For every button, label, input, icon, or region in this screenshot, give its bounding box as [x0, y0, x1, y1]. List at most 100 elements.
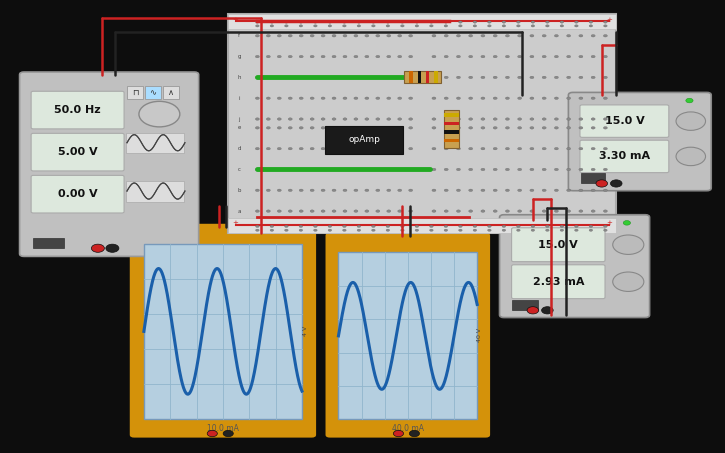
- Circle shape: [270, 229, 273, 231]
- Circle shape: [603, 76, 608, 79]
- Circle shape: [468, 168, 473, 171]
- Text: e: e: [238, 125, 241, 130]
- Circle shape: [299, 229, 303, 231]
- Circle shape: [321, 34, 325, 37]
- Circle shape: [332, 189, 336, 192]
- Circle shape: [531, 229, 535, 231]
- Text: opAmp: opAmp: [348, 135, 380, 145]
- Circle shape: [432, 126, 436, 129]
- Circle shape: [266, 210, 270, 212]
- Circle shape: [505, 55, 510, 58]
- Circle shape: [255, 118, 260, 120]
- Text: g: g: [238, 54, 241, 59]
- Circle shape: [502, 21, 506, 23]
- Circle shape: [432, 210, 436, 212]
- Circle shape: [555, 168, 558, 171]
- Circle shape: [468, 147, 473, 150]
- Circle shape: [343, 76, 347, 79]
- Circle shape: [328, 21, 331, 23]
- Circle shape: [468, 55, 473, 58]
- Circle shape: [432, 55, 436, 58]
- Circle shape: [603, 97, 608, 100]
- Circle shape: [255, 189, 260, 192]
- Circle shape: [332, 147, 336, 150]
- Circle shape: [277, 210, 281, 212]
- Text: h: h: [238, 75, 241, 80]
- Circle shape: [310, 126, 314, 129]
- Bar: [125, 133, 184, 154]
- Circle shape: [255, 76, 260, 79]
- Circle shape: [310, 55, 314, 58]
- Circle shape: [313, 225, 317, 227]
- Circle shape: [493, 168, 497, 171]
- Circle shape: [603, 229, 607, 231]
- Circle shape: [429, 25, 433, 27]
- Circle shape: [555, 126, 558, 129]
- Bar: [513, 300, 538, 310]
- FancyBboxPatch shape: [130, 224, 316, 438]
- Circle shape: [481, 147, 485, 150]
- Circle shape: [624, 221, 631, 225]
- Circle shape: [409, 118, 413, 120]
- Circle shape: [332, 97, 336, 100]
- Circle shape: [398, 189, 402, 192]
- Circle shape: [354, 118, 358, 120]
- Circle shape: [545, 21, 550, 23]
- Bar: [163, 87, 179, 99]
- Circle shape: [676, 147, 705, 166]
- Circle shape: [473, 25, 477, 27]
- Circle shape: [444, 21, 447, 23]
- Circle shape: [596, 180, 608, 187]
- Circle shape: [386, 21, 390, 23]
- Circle shape: [354, 189, 358, 192]
- Circle shape: [481, 168, 485, 171]
- Circle shape: [365, 168, 369, 171]
- Circle shape: [542, 76, 546, 79]
- Circle shape: [342, 21, 347, 23]
- Circle shape: [432, 189, 436, 192]
- Circle shape: [409, 97, 413, 100]
- Circle shape: [516, 225, 521, 227]
- Circle shape: [299, 118, 303, 120]
- Circle shape: [299, 168, 303, 171]
- Circle shape: [415, 225, 418, 227]
- Circle shape: [567, 34, 571, 37]
- Circle shape: [555, 55, 558, 58]
- Circle shape: [555, 210, 558, 212]
- Circle shape: [313, 21, 317, 23]
- Circle shape: [603, 25, 607, 27]
- Circle shape: [530, 210, 534, 212]
- Circle shape: [386, 168, 391, 171]
- Circle shape: [386, 76, 391, 79]
- Circle shape: [518, 34, 522, 37]
- Bar: [125, 181, 184, 202]
- Circle shape: [284, 21, 288, 23]
- Circle shape: [487, 225, 492, 227]
- Circle shape: [531, 225, 535, 227]
- Circle shape: [289, 76, 292, 79]
- Circle shape: [409, 55, 413, 58]
- Text: 4 V: 4 V: [304, 326, 308, 336]
- Circle shape: [591, 126, 595, 129]
- Circle shape: [386, 147, 391, 150]
- Circle shape: [332, 118, 336, 120]
- Text: 10.0 mA: 10.0 mA: [207, 424, 239, 433]
- Circle shape: [343, 147, 347, 150]
- Circle shape: [567, 126, 571, 129]
- Bar: [444, 113, 459, 116]
- Circle shape: [354, 97, 358, 100]
- Circle shape: [457, 126, 460, 129]
- Circle shape: [207, 430, 218, 437]
- Circle shape: [516, 25, 521, 27]
- Circle shape: [542, 189, 546, 192]
- Circle shape: [398, 210, 402, 212]
- Circle shape: [613, 235, 644, 255]
- FancyBboxPatch shape: [512, 228, 605, 262]
- Circle shape: [493, 126, 497, 129]
- Circle shape: [458, 25, 463, 27]
- Circle shape: [458, 21, 463, 23]
- Circle shape: [398, 76, 402, 79]
- Circle shape: [386, 126, 391, 129]
- Circle shape: [289, 126, 292, 129]
- Bar: [418, 72, 421, 83]
